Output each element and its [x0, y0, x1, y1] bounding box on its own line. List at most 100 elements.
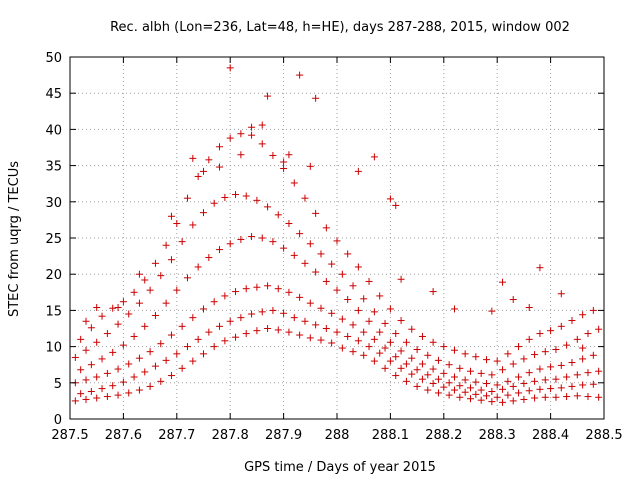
data-point — [547, 363, 555, 371]
data-point — [258, 308, 266, 316]
data-point — [322, 224, 330, 232]
data-point — [306, 162, 314, 170]
data-point — [493, 381, 501, 389]
data-point — [504, 377, 512, 385]
data-point — [167, 372, 175, 380]
data-point — [274, 326, 282, 334]
data-point — [408, 370, 416, 378]
data-point — [509, 296, 517, 304]
data-point — [370, 153, 378, 161]
data-point — [381, 364, 389, 372]
data-point — [461, 376, 469, 384]
data-point — [306, 240, 314, 248]
data-point — [579, 311, 587, 319]
data-point — [589, 380, 597, 388]
data-point — [472, 390, 480, 398]
data-point — [376, 292, 384, 300]
data-point — [189, 357, 197, 365]
data-point — [483, 380, 491, 388]
data-point — [93, 373, 101, 381]
data-point — [322, 325, 330, 332]
y-tick-label: 20 — [45, 268, 62, 283]
data-point — [130, 288, 138, 296]
data-point — [328, 309, 336, 317]
data-point — [354, 167, 362, 175]
data-point — [467, 384, 474, 392]
data-point — [370, 357, 378, 365]
data-point — [167, 212, 175, 220]
data-point — [344, 296, 352, 304]
data-point — [541, 393, 549, 401]
data-point — [151, 259, 159, 267]
data-point — [477, 386, 485, 394]
data-point — [584, 369, 592, 377]
data-point — [445, 391, 453, 399]
data-point — [98, 355, 106, 363]
data-point — [349, 321, 357, 329]
data-point — [595, 367, 603, 375]
data-point — [264, 203, 272, 211]
data-point — [413, 366, 421, 374]
data-point — [135, 354, 143, 362]
data-point — [568, 359, 576, 367]
data-point — [360, 351, 368, 359]
data-point — [509, 360, 517, 368]
data-point — [82, 376, 90, 384]
data-point — [563, 373, 571, 381]
data-point — [205, 328, 213, 336]
data-point — [205, 254, 213, 262]
data-point — [312, 268, 320, 276]
data-point — [253, 283, 261, 291]
data-point — [493, 393, 501, 401]
data-point — [429, 380, 437, 388]
data-point — [141, 322, 149, 330]
data-point — [376, 349, 384, 357]
data-point — [285, 328, 293, 336]
data-point — [536, 385, 544, 393]
data-point — [483, 356, 491, 364]
data-point — [130, 332, 138, 340]
data-point — [232, 333, 240, 341]
data-point — [216, 322, 224, 330]
y-tick-label: 35 — [45, 160, 62, 175]
data-point — [338, 270, 346, 278]
data-point — [429, 288, 437, 296]
data-point — [467, 395, 474, 403]
data-point — [360, 295, 368, 303]
data-point — [322, 277, 330, 285]
data-point — [338, 344, 346, 352]
data-point — [397, 364, 405, 372]
data-point — [418, 360, 426, 368]
data-point — [349, 348, 357, 356]
data-point — [194, 335, 202, 343]
data-point — [584, 393, 592, 401]
data-point — [210, 298, 218, 306]
data-point — [103, 369, 111, 377]
data-point — [173, 220, 181, 228]
data-point — [381, 319, 389, 327]
data-point — [237, 130, 245, 138]
data-point — [216, 163, 224, 171]
data-point — [397, 347, 405, 355]
data-point — [269, 238, 277, 246]
data-point — [531, 394, 539, 402]
axis-ticks: 287.5 287.6 287.7 287.8 287.9 288 288.1 288.2 28… — [45, 51, 622, 443]
data-point — [178, 238, 186, 246]
data-point — [226, 317, 234, 325]
data-point — [349, 282, 357, 290]
y-axis-label: STEC from uqrg / TECUs — [7, 161, 22, 317]
data-point — [381, 344, 389, 352]
data-point — [488, 371, 496, 379]
data-point — [563, 393, 571, 401]
data-point — [499, 398, 507, 406]
data-point — [167, 331, 175, 339]
y-tick-label: 50 — [45, 51, 62, 66]
data-point — [119, 298, 127, 306]
x-tick-label: 288.5 — [585, 428, 622, 443]
data-point — [547, 385, 555, 393]
data-point — [557, 322, 565, 330]
data-point — [237, 314, 245, 322]
data-point — [445, 361, 453, 369]
data-point — [258, 121, 266, 129]
